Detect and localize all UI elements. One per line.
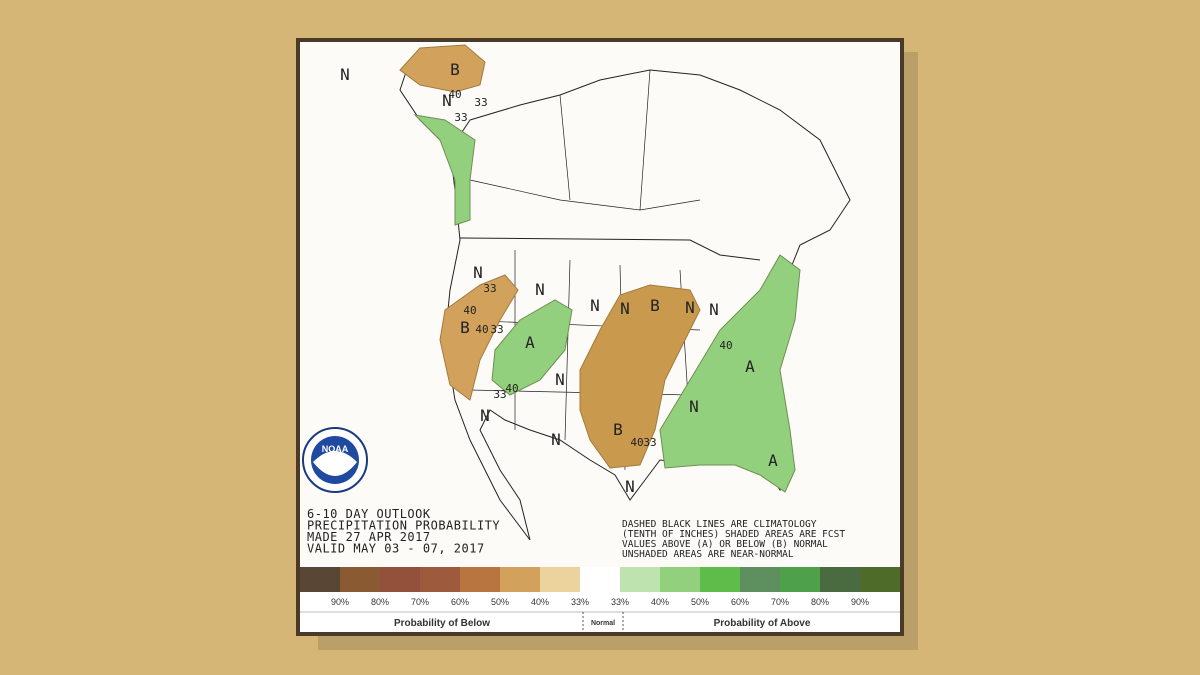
map-label: 40 (475, 323, 488, 336)
legend-label: 50% (491, 597, 509, 607)
outlook-text: MADE 27 APR 2017 (307, 530, 431, 544)
legend-swatch (540, 567, 580, 592)
legend-swatch (500, 567, 540, 592)
map-label: N (473, 263, 483, 282)
legend-below: Probability of Below (394, 618, 490, 629)
legend-label: 33% (571, 597, 589, 607)
legend-label: 33% (611, 597, 629, 607)
legend-swatch (380, 567, 420, 592)
above-area (413, 114, 476, 226)
note-text: VALUES ABOVE (A) OR BELOW (B) NORMAL (622, 539, 828, 550)
map-label: N (685, 298, 695, 317)
map-label: N (689, 397, 699, 416)
map-label: N (555, 370, 565, 389)
map-label: 40 (505, 382, 518, 395)
outlook-text: PRECIPITATION PROBABILITY (307, 519, 500, 533)
legend-label: 40% (531, 597, 549, 607)
map-label: B (450, 60, 460, 79)
map-label: N (709, 300, 719, 319)
map-label: 40 (463, 304, 476, 317)
map-label: N (535, 280, 545, 299)
map-label: N (625, 477, 635, 496)
below-area (399, 44, 486, 93)
province-lines (469, 69, 701, 211)
legend-label: 60% (451, 597, 469, 607)
above-area (491, 299, 573, 396)
legend-swatch (580, 567, 620, 592)
map-label: 33 (493, 388, 506, 401)
map-label: A (768, 451, 778, 470)
map-label: A (525, 333, 535, 352)
map-label: N (590, 296, 600, 315)
logo-text: NOAA (322, 444, 349, 454)
legend-label: 90% (851, 597, 869, 607)
map-label: N (551, 430, 561, 449)
legend-swatch (780, 567, 820, 592)
legend-swatch (740, 567, 780, 592)
legend-swatch (340, 567, 380, 592)
below-area (579, 284, 701, 469)
below-area (439, 274, 519, 401)
map-label: 33 (490, 323, 503, 336)
map-label: 33 (474, 96, 487, 109)
map-label: N (340, 65, 350, 84)
map-label: 40 (630, 436, 643, 449)
legend-swatch (420, 567, 460, 592)
map-label: 33 (483, 282, 496, 295)
continent-outline (444, 69, 851, 541)
border (459, 237, 761, 261)
map-label: A (745, 357, 755, 376)
legend-swatch (460, 567, 500, 592)
legend-swatch (660, 567, 700, 592)
map-label: N (442, 91, 452, 110)
legend-label: 90% (331, 597, 349, 607)
map-label: N (480, 406, 490, 425)
map-label: B (613, 420, 623, 439)
outlook-text: VALID MAY 03 - 07, 2017 (307, 542, 485, 556)
legend-label: 80% (811, 597, 829, 607)
map-label: N (620, 299, 630, 318)
map-label: 40 (448, 88, 461, 101)
above-area (659, 254, 801, 493)
legend-label: 40% (651, 597, 669, 607)
note-text: (TENTH OF INCHES) SHADED AREAS ARE FCST (622, 529, 845, 540)
map-label: 33 (454, 111, 467, 124)
legend-above: Probability of Above (714, 618, 811, 629)
shading (399, 44, 801, 493)
map-label: B (460, 318, 470, 337)
legend-label: 60% (731, 597, 749, 607)
note-text: UNSHADED AREAS ARE NEAR-NORMAL (622, 549, 794, 560)
logo-bird (313, 451, 357, 476)
legend-normal: Normal (591, 620, 615, 627)
legend-swatch (860, 567, 900, 592)
map-label: 33 (643, 436, 656, 449)
legend-swatch (300, 567, 340, 592)
outlook-text: 6-10 DAY OUTLOOK (307, 507, 431, 521)
map-label: 40 (719, 339, 732, 352)
noaa-logo: NOAA (302, 427, 368, 493)
legend-label: 70% (411, 597, 429, 607)
legend-swatch (700, 567, 740, 592)
map-label: B (650, 296, 660, 315)
note-text: DASHED BLACK LINES ARE CLIMATOLOGY (622, 519, 817, 530)
legend-swatch (820, 567, 860, 592)
legend-swatch (620, 567, 660, 592)
legend-label: 80% (371, 597, 389, 607)
legend-label: 50% (691, 597, 709, 607)
legend-label: 70% (771, 597, 789, 607)
